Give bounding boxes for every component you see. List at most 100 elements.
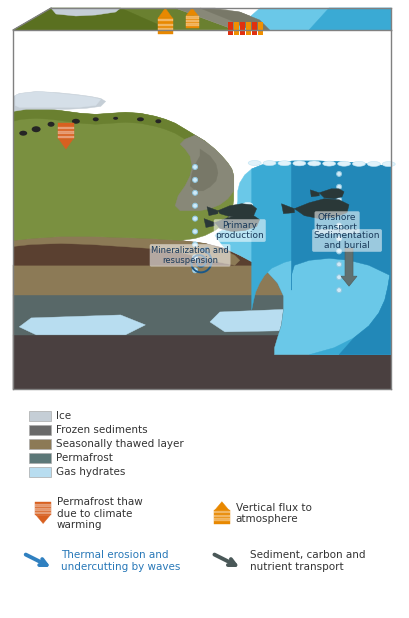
Circle shape [192, 229, 197, 234]
Polygon shape [157, 19, 173, 22]
Polygon shape [19, 315, 145, 335]
Polygon shape [214, 515, 229, 517]
Bar [29, 425, 51, 435]
Circle shape [336, 275, 341, 280]
Polygon shape [294, 199, 348, 219]
Polygon shape [51, 8, 120, 16]
Bar [29, 439, 51, 449]
Text: Thermal erosion and
undercutting by waves: Thermal erosion and undercutting by wave… [61, 551, 180, 572]
Ellipse shape [72, 119, 80, 124]
Circle shape [336, 262, 341, 267]
Ellipse shape [31, 126, 40, 132]
Bar [257, 22, 262, 35]
Polygon shape [13, 265, 390, 295]
Bar [29, 412, 51, 421]
Polygon shape [58, 123, 74, 139]
Ellipse shape [47, 122, 54, 127]
Text: Frozen sediments: Frozen sediments [56, 425, 147, 435]
Ellipse shape [352, 161, 364, 166]
Bar [245, 22, 250, 35]
Polygon shape [157, 28, 173, 30]
Text: Offshore
transport: Offshore transport [315, 213, 357, 232]
Ellipse shape [307, 161, 320, 166]
Polygon shape [214, 214, 259, 232]
Circle shape [192, 203, 197, 208]
Circle shape [336, 197, 341, 202]
Polygon shape [214, 510, 229, 513]
Text: Mineralization and
resuspension: Mineralization and resuspension [151, 246, 228, 265]
Bar [29, 467, 51, 477]
Ellipse shape [222, 218, 232, 223]
Ellipse shape [337, 161, 350, 166]
Polygon shape [209, 308, 348, 332]
Polygon shape [35, 502, 51, 515]
Bar [251, 22, 256, 35]
Ellipse shape [242, 203, 252, 207]
Polygon shape [13, 8, 170, 30]
Polygon shape [13, 91, 106, 113]
Polygon shape [58, 131, 74, 133]
Text: Vertical flux to
atmosphere: Vertical flux to atmosphere [235, 503, 311, 525]
Polygon shape [13, 295, 390, 335]
Circle shape [192, 190, 197, 195]
Circle shape [336, 287, 341, 292]
Polygon shape [291, 161, 390, 355]
Polygon shape [214, 510, 229, 523]
Polygon shape [157, 23, 173, 26]
Circle shape [192, 242, 197, 247]
Polygon shape [59, 139, 73, 149]
Polygon shape [13, 108, 233, 240]
Polygon shape [186, 8, 198, 15]
Ellipse shape [263, 161, 275, 166]
Polygon shape [157, 18, 173, 34]
Ellipse shape [277, 161, 290, 166]
Polygon shape [58, 127, 74, 129]
Polygon shape [13, 335, 390, 389]
Ellipse shape [19, 131, 27, 136]
Bar [239, 22, 244, 35]
Text: Sediment, carbon and
nutrient transport: Sediment, carbon and nutrient transport [249, 551, 364, 572]
Polygon shape [13, 237, 239, 265]
Polygon shape [13, 108, 209, 151]
Polygon shape [13, 8, 234, 30]
FancyArrow shape [340, 248, 356, 286]
Polygon shape [58, 136, 74, 138]
Ellipse shape [247, 161, 261, 166]
Circle shape [192, 177, 197, 182]
Text: Permafrost thaw
due to climate
warming: Permafrost thaw due to climate warming [57, 497, 142, 530]
Circle shape [336, 236, 341, 241]
Ellipse shape [292, 161, 305, 166]
Polygon shape [214, 502, 228, 510]
Polygon shape [35, 512, 51, 515]
Polygon shape [214, 519, 229, 521]
Ellipse shape [155, 119, 161, 123]
Ellipse shape [322, 161, 335, 166]
Polygon shape [35, 504, 51, 507]
Polygon shape [207, 206, 217, 216]
Polygon shape [185, 23, 198, 25]
Polygon shape [319, 189, 343, 199]
Polygon shape [13, 237, 390, 355]
Polygon shape [158, 8, 172, 18]
Ellipse shape [366, 161, 380, 166]
Bar [29, 453, 51, 463]
Circle shape [336, 210, 341, 215]
Polygon shape [251, 161, 390, 355]
Polygon shape [190, 149, 217, 191]
Polygon shape [185, 20, 198, 22]
Polygon shape [175, 8, 269, 30]
Ellipse shape [232, 210, 242, 215]
Polygon shape [185, 16, 198, 19]
Text: Ice: Ice [56, 411, 71, 421]
Polygon shape [214, 161, 390, 355]
Text: Seasonally thawed layer: Seasonally thawed layer [56, 439, 183, 449]
Circle shape [192, 164, 197, 169]
Ellipse shape [113, 117, 118, 120]
Circle shape [336, 184, 341, 189]
Polygon shape [204, 219, 214, 227]
Polygon shape [217, 204, 256, 218]
Polygon shape [185, 15, 198, 28]
Circle shape [336, 249, 341, 254]
Ellipse shape [137, 117, 144, 121]
Polygon shape [200, 8, 269, 30]
